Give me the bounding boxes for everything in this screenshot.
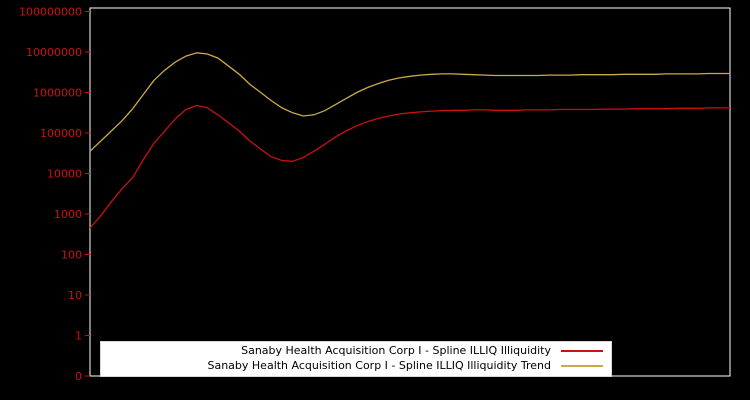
y-axis-tick-label: 10000000 [26,46,82,59]
legend-item: Sanaby Health Acquisition Corp I - Splin… [109,344,603,358]
series-lines [89,52,730,229]
y-axis-tick-label: 1000000 [33,87,82,100]
illiquidity-trend-line [89,52,730,152]
y-axis-tick-label: 1000 [54,208,82,221]
y-axis-tick-label: 100000 [40,127,82,140]
y-axis-tick-label: 100 [61,249,82,262]
legend-item: Sanaby Health Acquisition Corp I - Splin… [109,359,603,373]
legend-label-trend: Sanaby Health Acquisition Corp I - Splin… [207,359,551,372]
y-axis-tick-label: 100000000 [19,6,82,19]
legend-line-illiquidity [561,350,603,352]
y-axis-tick-label: 10000 [47,168,82,181]
y-axis-tick-label: 1 [75,330,82,343]
y-axis: 0 1 10 100 1000 10000 100000 1000000 10000000 100… [19,6,90,383]
y-axis-tick-label: 10 [68,289,82,302]
legend-line-trend [561,365,603,367]
plot-border [89,7,731,377]
y-axis-tick-label: 0 [75,370,82,383]
legend-label-illiquidity: Sanaby Health Acquisition Corp I - Splin… [241,344,551,357]
illiquidity-line [89,104,730,229]
legend: Sanaby Health Acquisition Corp I - Splin… [100,341,612,377]
